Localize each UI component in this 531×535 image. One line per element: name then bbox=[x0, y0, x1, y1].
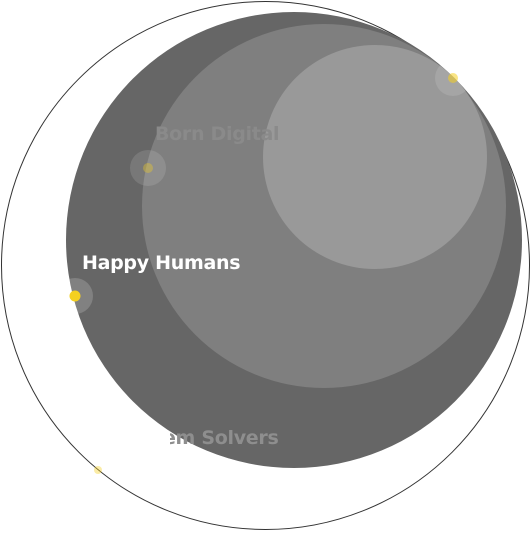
layer-light-circle bbox=[263, 45, 487, 269]
dot-marker bbox=[448, 73, 458, 83]
dot-marker bbox=[143, 163, 153, 173]
orbit-dot-born-digital[interactable] bbox=[130, 150, 166, 186]
dot-halo bbox=[130, 150, 166, 186]
dot-marker bbox=[69, 290, 81, 302]
orbit-dot-top-right[interactable] bbox=[435, 60, 471, 96]
orbit-dot-problem-solvers[interactable] bbox=[94, 466, 102, 474]
label-happy-humans[interactable]: Happy Humans bbox=[82, 252, 241, 274]
orbit-dot-happy-humans[interactable] bbox=[57, 278, 93, 314]
dot-marker bbox=[94, 466, 102, 474]
label-born-digital[interactable]: Born Digital bbox=[155, 123, 280, 145]
label-problem-solvers[interactable]: Problem Solvers bbox=[108, 427, 279, 449]
